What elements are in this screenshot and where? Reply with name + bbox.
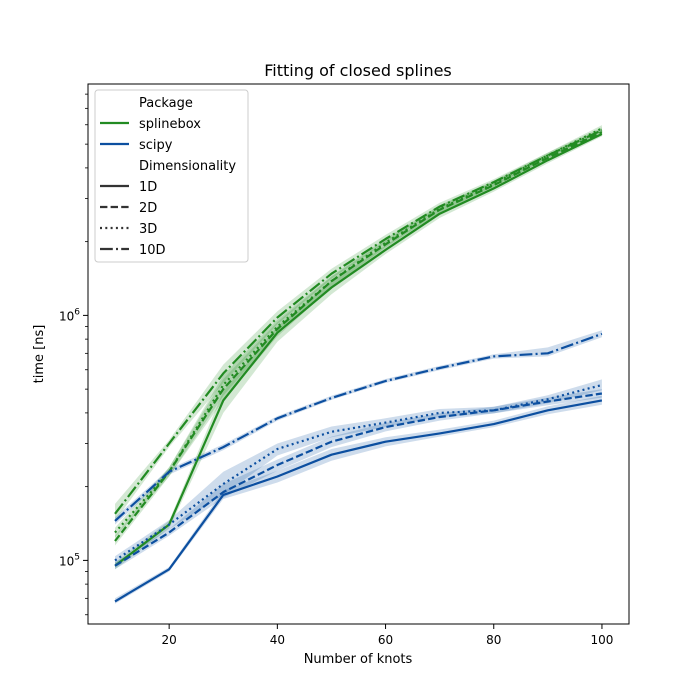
x-tick-label-60: 60: [378, 633, 393, 647]
legend: Package splinebox scipy Dimensionality 1…: [94, 89, 249, 263]
legend-label-10d: 10D: [139, 243, 166, 258]
legend-label-3d: 3D: [139, 222, 157, 237]
x-axis-label: Number of knots: [304, 652, 413, 667]
x-tick-label-20: 20: [162, 633, 177, 647]
series-line-scipy-2d: [114, 392, 603, 567]
x-tick-label-100: 100: [590, 633, 613, 647]
legend-label-1d: 1D: [139, 180, 157, 195]
series-line-scipy-1d: [114, 399, 603, 603]
series-line-scipy-3d: [114, 383, 603, 562]
x-tick-label-80: 80: [486, 633, 501, 647]
legend-box: [94, 89, 249, 263]
series-line-splinebox-1d: [114, 133, 603, 567]
legend-label-2d: 2D: [139, 201, 157, 216]
x-axis: 20 40 60 80 100: [162, 624, 613, 647]
legend-title-package: Package: [139, 96, 193, 111]
series-line-scipy-10d: [114, 332, 603, 522]
y-axis-label: time [ns]: [32, 325, 47, 384]
series-lines: [114, 127, 603, 603]
plot-frame: [87, 83, 630, 625]
ci-band-scipy-10d: [115, 330, 602, 525]
chart-title: Fitting of closed splines: [264, 61, 452, 80]
series-line-splinebox-10d: [114, 129, 603, 515]
legend-label-splinebox: splinebox: [139, 117, 201, 132]
legend-label-scipy: scipy: [139, 138, 173, 153]
x-tick-label-40: 40: [270, 633, 285, 647]
legend-title-dimensionality: Dimensionality: [139, 159, 236, 174]
series-line-splinebox-3d: [114, 127, 603, 534]
ci-band-splinebox-1d: [115, 131, 602, 570]
